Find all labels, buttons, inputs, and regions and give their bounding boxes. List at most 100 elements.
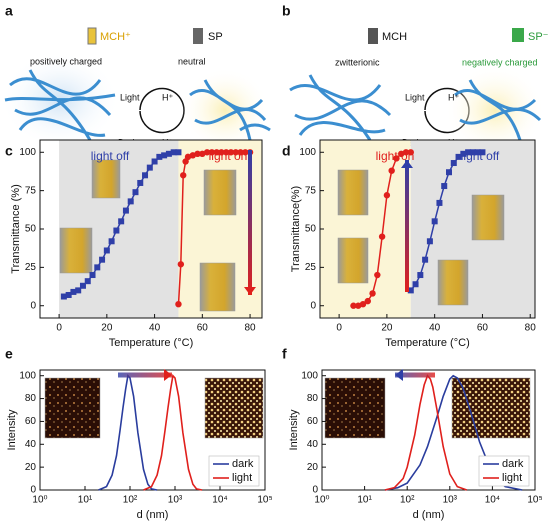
y-tick-label: 25 — [25, 262, 37, 273]
polymer-icon — [239, 123, 271, 132]
arrow-head — [244, 287, 256, 295]
marker — [118, 218, 125, 225]
inset-image — [59, 227, 93, 274]
inset-image — [199, 262, 236, 312]
schematic-b: b MCH zwitterionic SP⁻ negatively charge… — [282, 3, 549, 155]
y-tick-label: 0 — [30, 300, 36, 311]
inset-image — [44, 377, 101, 439]
marker — [393, 155, 400, 162]
y-tick-label: 100 — [299, 147, 316, 158]
marker — [446, 169, 452, 176]
panel-label: d — [282, 143, 291, 159]
y-axis-label: Transmittance (%) — [10, 184, 22, 273]
y-tick-label: 40 — [25, 439, 37, 450]
panel-label: e — [5, 346, 13, 362]
marker — [213, 149, 220, 156]
legend-label: light — [232, 472, 252, 484]
marker — [436, 199, 443, 206]
y-axis-label: Intensity — [6, 409, 18, 450]
inset-image — [203, 169, 237, 216]
chart: f 10⁰ 10¹ 10² 10³ 10⁴ 10⁵ 0 20 40 60 80 100 d (nm) Int… — [282, 346, 543, 521]
y-tick-label: 80 — [25, 393, 37, 404]
marker — [175, 149, 182, 156]
marker — [465, 149, 472, 156]
y-tick-label: 0 — [310, 300, 316, 311]
arrow-head — [395, 369, 403, 381]
marker — [455, 153, 462, 160]
marker — [137, 179, 144, 186]
label: Light — [405, 92, 425, 102]
x-tick-label: 20 — [381, 323, 393, 334]
marker — [407, 287, 414, 294]
marker — [151, 158, 158, 165]
y-tick-label: 100 — [19, 147, 36, 158]
arrow-head — [164, 369, 172, 381]
marker — [222, 149, 230, 156]
inset-image — [324, 377, 386, 439]
x-tick-label: 10⁴ — [485, 495, 500, 506]
marker — [113, 227, 120, 234]
label: Light — [120, 92, 140, 102]
label: MCH — [382, 31, 407, 43]
marker — [412, 281, 419, 288]
transition-arrow — [118, 372, 172, 378]
marker — [242, 149, 249, 156]
x-tick-label: 60 — [477, 323, 489, 334]
background — [320, 140, 411, 318]
label: SP⁻ — [528, 31, 549, 43]
marker — [165, 150, 172, 157]
y-axis-label: Transmittance(%) — [290, 186, 302, 272]
y-tick-label: 25 — [305, 262, 317, 273]
marker — [84, 278, 91, 285]
mch-icon — [87, 27, 97, 45]
series-line — [98, 373, 158, 491]
label: neutral — [178, 56, 206, 66]
y-axis-label: Intensity — [288, 409, 300, 450]
marker — [364, 297, 371, 305]
glow — [445, 65, 545, 155]
marker — [450, 160, 457, 167]
label: negatively charged — [462, 57, 538, 67]
marker — [132, 189, 139, 196]
y-tick-label: 100 — [19, 370, 36, 381]
marker — [369, 290, 376, 297]
transition-arrow — [248, 150, 252, 295]
marker — [161, 152, 168, 159]
marker — [175, 300, 182, 308]
chart: c 0 20 40 60 80 0 25 50 75 100 Temperature (°C) Tran… — [5, 139, 263, 349]
axes-frame — [39, 369, 266, 491]
x-tick-label: 80 — [245, 323, 257, 334]
x-axis-label: d (nm) — [137, 509, 169, 521]
legend-box — [478, 455, 530, 487]
panel-label: a — [5, 3, 13, 19]
marker — [180, 172, 187, 179]
polymer — [454, 79, 542, 141]
x-tick-label: 10² — [123, 495, 138, 506]
x-tick-label: 10¹ — [78, 495, 93, 506]
marker — [142, 172, 149, 179]
series-line — [143, 373, 203, 491]
marker — [60, 293, 67, 300]
marker — [170, 149, 177, 156]
marker — [218, 149, 225, 156]
x-tick-label: 10² — [400, 495, 415, 506]
marker — [237, 149, 244, 156]
inset-image — [471, 194, 505, 241]
label: SP — [208, 31, 223, 43]
arrow-head — [401, 160, 413, 168]
transition-arrow — [405, 160, 409, 292]
chart: d 0 20 40 60 80 0 25 50 75 100 Temperature (°C) Tran… — [282, 139, 536, 349]
annotation: light on — [209, 149, 248, 163]
y-tick-label: 20 — [25, 462, 37, 473]
label: positively charged — [30, 56, 102, 66]
y-tick-label: 75 — [25, 185, 37, 196]
y-tick-label: 60 — [307, 416, 319, 427]
inset-image — [204, 377, 264, 439]
marker — [422, 256, 429, 263]
marker — [108, 238, 115, 245]
x-axis-label: d (nm) — [413, 509, 445, 521]
marker — [70, 288, 77, 295]
polymer — [4, 69, 116, 141]
marker — [89, 272, 96, 279]
